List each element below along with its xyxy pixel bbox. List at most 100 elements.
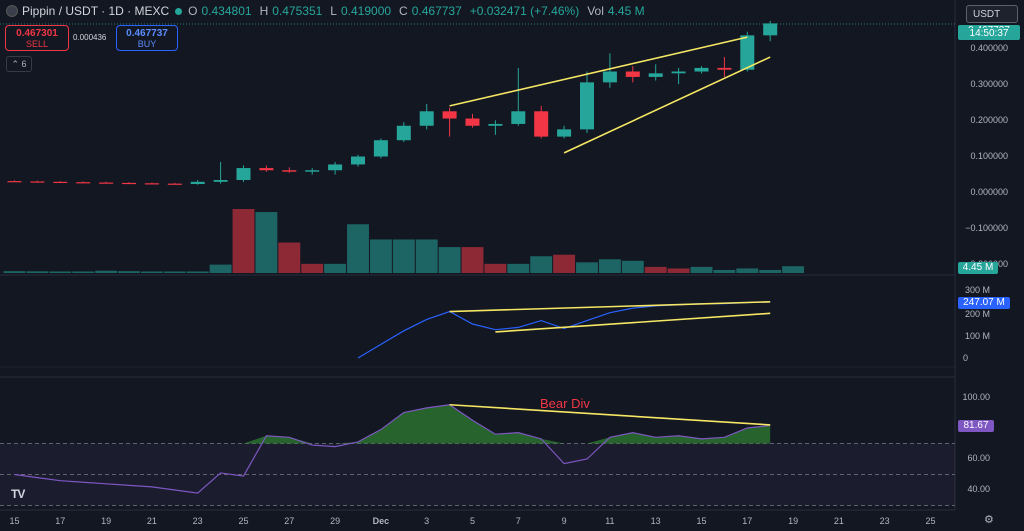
tradingview-logo-icon[interactable]: TV — [11, 487, 25, 501]
candle-body — [488, 123, 503, 126]
volume-bar — [621, 260, 644, 273]
time-axis-label: 15 — [9, 516, 20, 526]
chevron-up-icon: ⌃ — [11, 59, 19, 69]
rsi-axis-label: 100.00 — [962, 392, 990, 402]
volume-bar — [232, 209, 255, 273]
volume-bar — [576, 262, 598, 273]
candle-body — [671, 71, 686, 74]
volume-bar — [461, 247, 484, 273]
candle-body — [236, 168, 251, 181]
sell-button[interactable]: 0.467301 SELL — [5, 25, 69, 51]
low-value: 0.419000 — [340, 4, 392, 18]
price-axis-label: −0.100000 — [965, 223, 1008, 233]
low-label: L — [330, 4, 337, 18]
volume-bar — [598, 259, 621, 273]
volume-bar — [26, 271, 49, 273]
symbol-title[interactable]: Pippin / USDT · 1D · MEXC — [22, 4, 170, 18]
volume-bar — [438, 247, 461, 273]
volume-bar — [644, 266, 667, 273]
candle-body — [534, 111, 549, 137]
volume-bar — [301, 263, 324, 273]
open-value: 0.434801 — [201, 4, 252, 18]
volume-bar — [278, 242, 301, 273]
volume-bar — [713, 269, 736, 273]
volume-bar — [667, 268, 690, 273]
indicators-collapse-button[interactable]: ⌃ 6 — [6, 56, 32, 72]
rsi-overbought-fill — [14, 404, 771, 444]
volume-bar — [530, 256, 553, 273]
time-axis-label: Dec — [372, 516, 390, 526]
settings-gear-icon[interactable]: ⚙ — [984, 514, 994, 526]
volume-bar — [140, 271, 163, 273]
rsi-axis-label: 40.00 — [967, 484, 990, 494]
candle-body — [99, 182, 114, 184]
time-axis-label: 19 — [101, 516, 112, 526]
volume-bar — [736, 268, 759, 273]
time-axis-label: 19 — [788, 516, 799, 526]
time-axis-label: 21 — [146, 516, 157, 526]
candle-body — [740, 35, 755, 70]
volume-bar — [484, 263, 507, 273]
candle-body — [625, 71, 640, 77]
volume-value: 4.45 M — [607, 4, 645, 18]
volume-bar — [49, 271, 72, 273]
rsi-line — [14, 404, 771, 494]
time-axis-label: 15 — [696, 516, 707, 526]
candle-body — [213, 180, 228, 182]
time-axis-label: 9 — [561, 516, 567, 526]
volume-bar — [209, 264, 232, 273]
volume-bar — [415, 239, 438, 273]
candle-body — [144, 183, 159, 185]
volume-badge-value: 4.45 M — [962, 262, 994, 273]
trendline-price — [563, 56, 771, 154]
time-axis-label: 17 — [55, 516, 66, 526]
time-axis-label: 23 — [192, 516, 203, 526]
candle-body — [259, 168, 274, 171]
sell-label: SELL — [25, 39, 49, 49]
candle-body — [465, 118, 480, 126]
time-axis-label: 25 — [925, 516, 936, 526]
volume-bar — [690, 266, 713, 273]
indicators-count: 6 — [21, 59, 27, 69]
candle-body — [328, 164, 343, 171]
candle-body — [167, 183, 182, 185]
time-axis-label: 25 — [238, 516, 249, 526]
currency-select[interactable]: USDT — [966, 5, 1018, 23]
price-axis-label: 0.200000 — [970, 115, 1008, 125]
buy-label: BUY — [137, 39, 157, 49]
rsi-badge-value: 81.67 — [963, 420, 989, 431]
bear-div-annotation[interactable]: Bear Div — [540, 396, 590, 411]
candle-body — [30, 181, 45, 183]
volume-bar — [392, 239, 415, 273]
sell-price: 0.467301 — [16, 28, 58, 39]
candle-body — [190, 181, 205, 184]
candle-body — [53, 181, 68, 184]
buy-button[interactable]: 0.467737 BUY — [116, 25, 178, 51]
obv-axis-label: 200 M — [964, 309, 990, 319]
spread-value: 0.000436 — [73, 33, 107, 42]
trendline-obv — [449, 300, 771, 313]
candle-body — [7, 181, 22, 183]
trendline-obv — [495, 312, 771, 333]
volume-bar — [118, 271, 140, 273]
high-value: 0.475351 — [272, 4, 323, 18]
volume-bar — [759, 269, 782, 273]
trendline-price — [449, 36, 748, 107]
volume-label: Vol — [587, 4, 604, 18]
candle-body — [373, 140, 388, 157]
volume-bar — [163, 271, 186, 273]
time-axis-label: 3 — [424, 516, 430, 526]
candle-body — [580, 82, 594, 130]
time-axis-label: 21 — [833, 516, 844, 526]
volume-badge: 4.45 M — [958, 262, 998, 274]
candle-body — [717, 67, 732, 70]
volume-bar — [553, 254, 576, 273]
obv-badge-value: 247.07 M — [963, 297, 1005, 308]
obv-axis-label: 0 — [962, 353, 968, 363]
obv-axis-label: 300 M — [964, 285, 990, 295]
price-axis-label: 0.300000 — [970, 79, 1008, 89]
time-axis-label: 23 — [879, 516, 890, 526]
candle-body — [282, 170, 297, 172]
time-axis-label: 11 — [605, 516, 615, 526]
